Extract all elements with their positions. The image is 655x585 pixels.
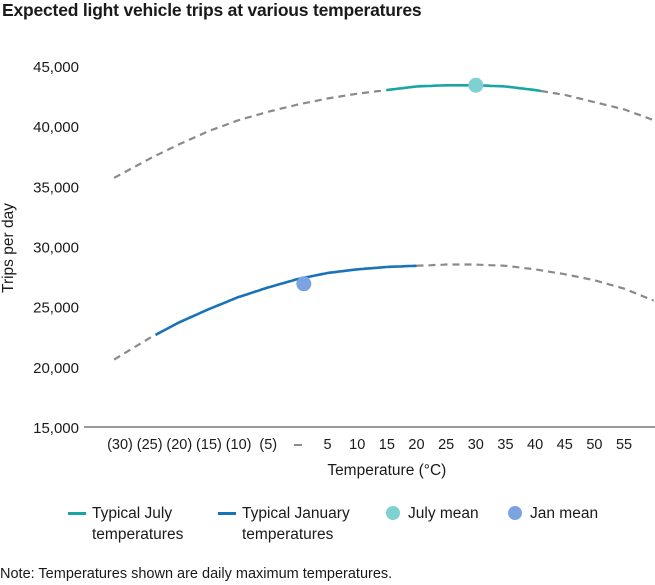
x-tick-label: (10) (226, 437, 252, 453)
y-tick-label: 45,000 (33, 59, 79, 76)
x-tick-label: 5 (324, 437, 332, 453)
legend-label-line2: temperatures (242, 526, 334, 543)
legend-swatch-january-line (218, 512, 236, 515)
y-tick-label: 25,000 (33, 300, 79, 317)
x-tick-label: 30 (468, 437, 484, 453)
x-tick-label: (15) (196, 437, 222, 453)
series-0-dashed-left (113, 89, 387, 179)
legend-label: Jan mean (530, 505, 599, 522)
series-layer (113, 84, 655, 361)
x-tick-label: 35 (497, 437, 513, 453)
series-0-solid-line (386, 84, 542, 93)
x-tick-label: 10 (349, 437, 365, 453)
y-tick-label: 30,000 (33, 240, 79, 257)
legend-label-line1: Typical July (92, 505, 173, 522)
x-tick-label: 20 (408, 437, 424, 453)
legend-item-jan-mean: Jan mean (508, 503, 598, 524)
x-tick-label: 45 (557, 437, 573, 453)
footnote: Note: Temperatures shown are daily maxim… (0, 566, 393, 582)
x-tick-label: (25) (137, 437, 163, 453)
legend-label-line2: temperatures (92, 526, 184, 543)
marker-jan-mean (296, 276, 312, 292)
x-tick-label: 40 (527, 437, 543, 453)
chart-title: Expected light vehicle trips at various … (2, 0, 422, 20)
series-1-solid-line (155, 264, 417, 336)
y-tick-label: 20,000 (33, 360, 79, 377)
legend-item-july-mean: July mean (386, 503, 479, 524)
x-tick-label: 50 (586, 437, 602, 453)
x-tick-label: (5) (259, 437, 277, 453)
series-0-dashed-right (540, 89, 655, 122)
chart-plot: 15,000 20,000 25,000 30,000 35,000 40,000 45,0… (0, 59, 655, 479)
x-tick-label: 55 (616, 437, 632, 453)
legend-swatch-july-line (68, 512, 86, 515)
y-tick-label: 40,000 (33, 119, 79, 136)
legend-label: Typical July temperatures (92, 503, 183, 545)
y-tick-label: 15,000 (33, 420, 79, 437)
y-axis-label: Trips per day (0, 203, 17, 293)
x-axis-ticks: (30) (25) (20) (15) (10) (5) – 5 10 15 20 25 30 35 40 4… (107, 437, 632, 453)
legend-item-july-temperatures: Typical July temperatures (68, 503, 183, 545)
series-1-dashed-left (113, 333, 157, 361)
x-tick-label: 15 (379, 437, 395, 453)
legend-item-january-temperatures: Typical January temperatures (218, 503, 350, 545)
y-axis-ticks: 15,000 20,000 25,000 30,000 35,000 40,000 45,0… (33, 59, 79, 437)
legend: Typical July temperatures Typical Januar… (0, 503, 655, 551)
legend-swatch-jan-mean-dot (508, 506, 522, 520)
marker-july-mean (468, 77, 484, 93)
legend-label: Typical January temperatures (242, 503, 350, 545)
x-tick-label: – (294, 437, 303, 453)
x-tick-label: (30) (107, 437, 133, 453)
legend-swatch-july-mean-dot (386, 506, 400, 520)
legend-label: July mean (408, 505, 479, 522)
x-tick-label: 25 (438, 437, 454, 453)
x-axis-label: Temperature (°C) (327, 462, 446, 479)
y-tick-label: 35,000 (33, 179, 79, 196)
legend-label-line1: Typical January (242, 505, 350, 522)
series-1-dashed-right (416, 263, 655, 302)
marker-layer (296, 77, 484, 292)
x-tick-label: (20) (166, 437, 192, 453)
